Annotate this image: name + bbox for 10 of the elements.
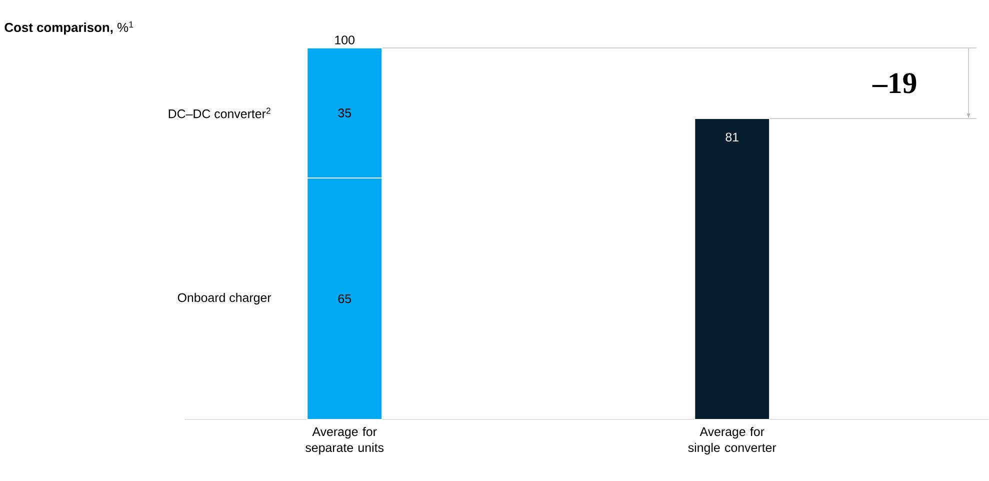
text: Onboard charger xyxy=(178,292,272,304)
data-label: 81 xyxy=(726,132,738,142)
text: DC–DC converter$^{2}$ xyxy=(168,107,270,118)
annotation: –19 xyxy=(872,73,916,94)
data-label: 35 xyxy=(338,108,351,118)
x-tick-label: Average for separate units xyxy=(306,426,384,454)
total-label: 100 xyxy=(335,35,354,44)
text: Cost comparison, %$^{1}$ xyxy=(4,21,134,34)
x-tick-label: Average for single converter xyxy=(688,426,776,454)
data-label: 65 xyxy=(338,294,351,303)
